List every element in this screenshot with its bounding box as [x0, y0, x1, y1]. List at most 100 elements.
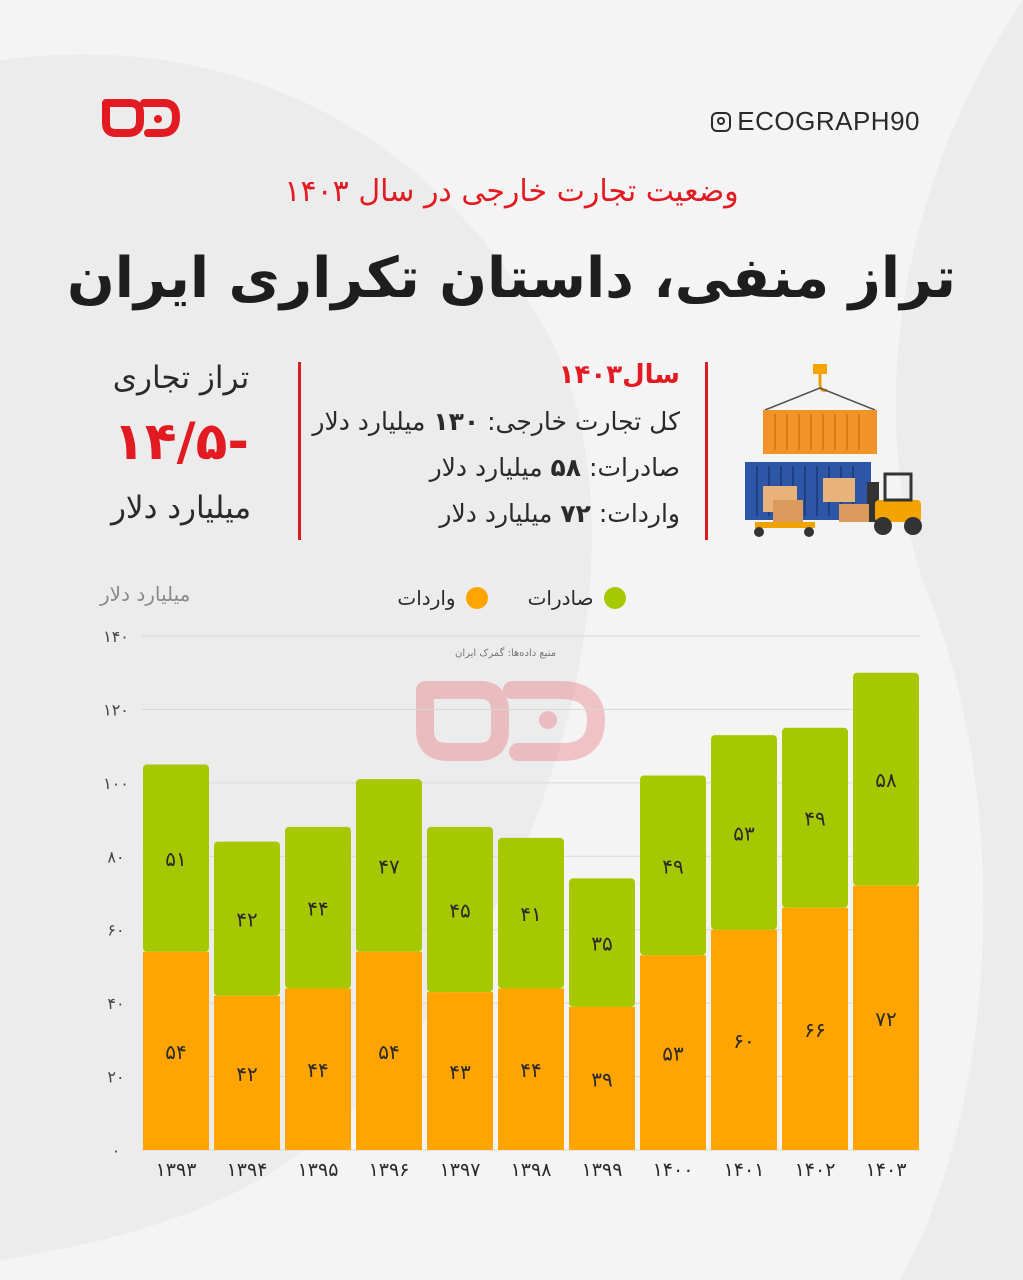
x-tick-label: ۱۳۹۶	[369, 1159, 410, 1181]
bar-value-label: ۴۳	[449, 1060, 471, 1084]
exports-unit: میلیارد دلار	[429, 453, 543, 482]
instagram-icon	[711, 111, 732, 132]
bar-value-label: ۴۴	[520, 1058, 541, 1082]
bar-value-label: ۴۹	[662, 854, 683, 878]
total-value: ۱۳۰	[433, 407, 480, 436]
bar-value-label: ۴۴	[307, 1058, 328, 1082]
x-tick-label: ۱۴۰۳	[866, 1159, 907, 1181]
x-tick-label: ۱۴۰۱	[724, 1159, 765, 1181]
bar-segment	[143, 764, 209, 952]
instagram-handle[interactable]: ECOGRAPH90	[711, 106, 920, 137]
bar-segment	[782, 727, 848, 908]
balance-value: -۱۴/۵	[113, 412, 249, 472]
bar-segment	[356, 951, 422, 1150]
trade-stats: سال۱۴۰۳ کل تجارت خارجی: ۱۳۰ میلیارد دلار…	[312, 360, 680, 528]
bar-segment	[427, 826, 493, 993]
total-unit: میلیارد دلار	[312, 407, 426, 436]
total-label: کل تجارت خارجی:	[487, 407, 680, 436]
handle-text: ECOGRAPH90	[737, 106, 920, 136]
bar-value-label: ۵۴	[378, 1040, 399, 1064]
trade-balance-box: تراز تجاری -۱۴/۵ میلیارد دلار	[96, 360, 266, 526]
y-tick-label: ۱۰۰	[103, 774, 129, 793]
bar-segment	[569, 878, 635, 1007]
y-tick-label: ۲۰	[107, 1068, 124, 1087]
exports-row: صادرات: ۵۸ میلیارد دلار	[312, 453, 680, 482]
bar-segment	[285, 988, 351, 1150]
bar-segment	[853, 672, 919, 886]
bar-value-label: ۶۶	[804, 1018, 825, 1042]
bar-segment	[711, 929, 777, 1150]
exports-label: صادرات:	[589, 453, 680, 482]
x-tick-label: ۱۳۹۵	[298, 1159, 339, 1181]
bar-value-label: ۳۹	[591, 1067, 612, 1091]
bar-segment	[569, 1006, 635, 1150]
imports-swatch	[465, 587, 488, 609]
bar-segment	[498, 837, 564, 989]
bar-segment	[214, 995, 280, 1150]
exports-value: ۵۸	[550, 453, 582, 482]
bar-segment	[853, 885, 919, 1150]
bar-value-label: ۴۹	[804, 807, 825, 831]
bar-value-label: ۳۵	[591, 932, 612, 956]
subtitle: وضعیت تجارت خارجی در سال ۱۴۰۳	[284, 174, 739, 209]
bar-segment	[427, 992, 493, 1150]
stats-year: سال۱۴۰۳	[558, 360, 680, 390]
x-tick-label: ۱۴۰۲	[795, 1159, 836, 1181]
bar-value-label: ۴۵	[449, 899, 470, 923]
bar-segment	[640, 775, 706, 956]
legend-exports-label: صادرات	[527, 586, 594, 610]
imports-row: واردات: ۷۲ میلیارد دلار	[312, 499, 680, 528]
bar-segment	[498, 988, 564, 1150]
bar-value-label: ۵۳	[662, 1042, 684, 1066]
y-tick-label: ۰	[112, 1141, 121, 1160]
bar-value-label: ۵۴	[165, 1040, 186, 1064]
bar-value-label: ۴۴	[307, 897, 328, 921]
imports-label: واردات:	[598, 499, 680, 528]
cargo-illustration	[745, 364, 922, 537]
bar-segment	[214, 841, 280, 996]
bar-value-label: ۴۱	[520, 902, 541, 926]
y-tick-label: ۱۴۰	[103, 627, 129, 646]
bar-segment	[640, 955, 706, 1150]
exports-swatch	[603, 587, 626, 609]
legend-item-exports: صادرات	[528, 586, 626, 610]
page-title: تراز منفی، داستان تکراری ایران	[67, 246, 956, 311]
y-axis-unit: میلیارد دلار	[100, 582, 191, 606]
bar-value-label: ۴۲	[236, 908, 257, 932]
x-tick-label: ۱۳۹۸	[511, 1159, 552, 1181]
divider-left	[298, 362, 301, 540]
bar-segment	[143, 951, 209, 1150]
y-tick-label: ۴۰	[107, 994, 124, 1013]
bar-segment	[711, 735, 777, 930]
bar-value-label: ۴۷	[378, 854, 400, 878]
bar-value-label: ۵۸	[875, 768, 897, 792]
x-tick-label: ۱۴۰۰	[653, 1159, 694, 1181]
bar-segment	[285, 826, 351, 989]
legend-item-imports: واردات	[397, 586, 488, 610]
divider-right	[705, 362, 708, 540]
imports-value: ۷۲	[560, 499, 591, 528]
y-tick-label: ۸۰	[107, 847, 124, 866]
y-tick-label: ۱۲۰	[103, 700, 129, 719]
imports-unit: میلیارد دلار	[439, 499, 553, 528]
source-note: منبع داده‌ها: گمرک ایران	[455, 648, 557, 659]
watermark-logo	[416, 681, 606, 761]
balance-label: تراز تجاری	[112, 360, 250, 396]
balance-unit: میلیارد دلار	[110, 490, 252, 526]
eco-logo	[102, 99, 181, 137]
bar-value-label: ۵۳	[733, 821, 755, 845]
x-tick-label: ۱۳۹۴	[227, 1159, 268, 1181]
bar-value-label: ۷۲	[875, 1007, 896, 1031]
total-trade-row: کل تجارت خارجی: ۱۳۰ میلیارد دلار	[312, 407, 680, 436]
bar-segment	[782, 907, 848, 1150]
chart-legend: صادرات واردات	[0, 586, 1023, 610]
bar-value-label: ۵۱	[165, 847, 186, 871]
bar-segment	[356, 779, 422, 952]
legend-imports-label: واردات	[397, 586, 456, 610]
y-tick-label: ۶۰	[107, 921, 124, 940]
bar-value-label: ۴۲	[236, 1062, 257, 1086]
x-tick-label: ۱۳۹۷	[440, 1159, 481, 1181]
bar-value-label: ۶۰	[733, 1029, 754, 1053]
x-tick-label: ۱۳۹۹	[582, 1159, 623, 1181]
